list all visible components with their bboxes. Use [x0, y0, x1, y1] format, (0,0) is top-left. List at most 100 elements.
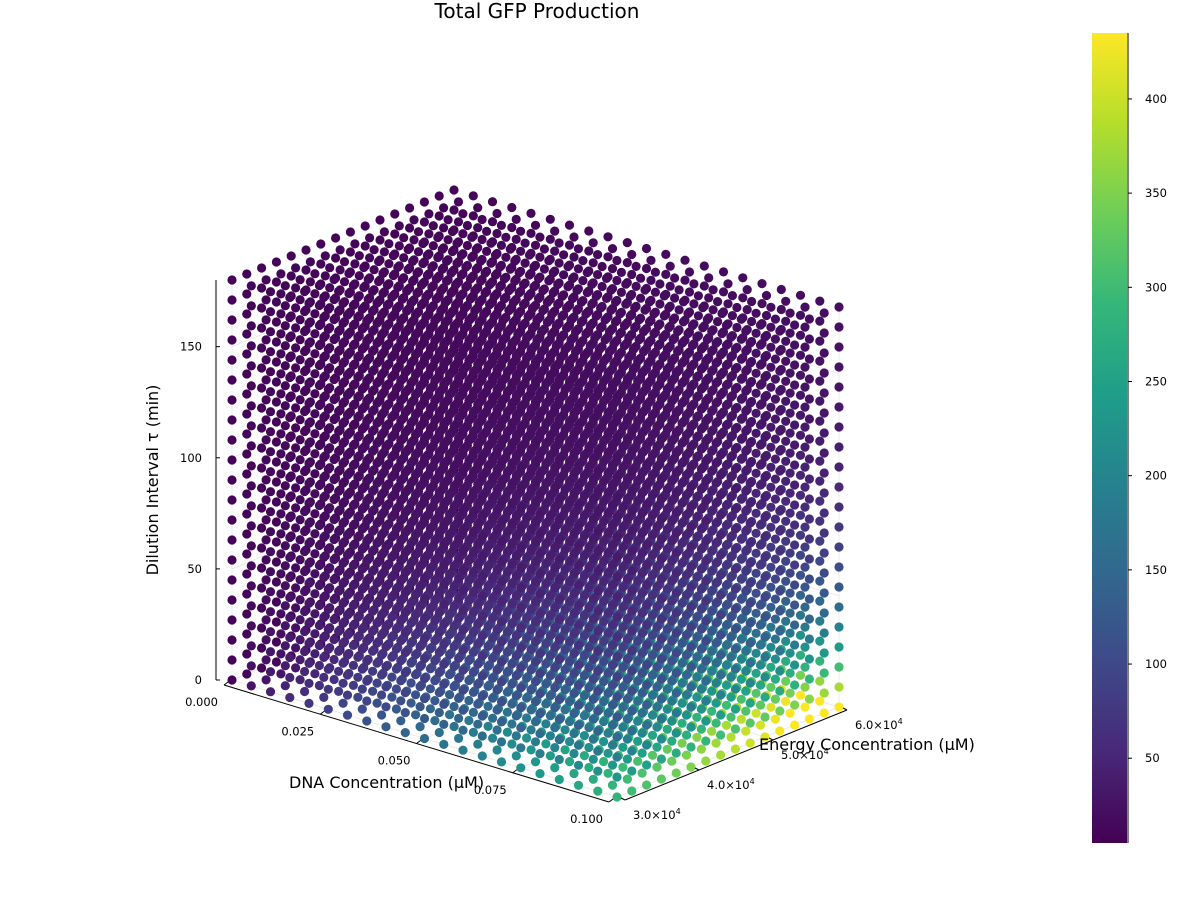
scatter-point [755, 540, 766, 550]
scatter-point [329, 314, 339, 325]
scatter-point [384, 239, 394, 249]
scatter-point [770, 434, 781, 444]
scatter-point [242, 549, 252, 559]
scatter-point [804, 354, 815, 364]
scatter-point [755, 640, 766, 650]
scatter-point [368, 386, 378, 396]
scatter-point [834, 482, 844, 492]
scatter-point [310, 469, 320, 479]
scatter-point [329, 454, 339, 465]
scatter-point [819, 648, 829, 658]
scatter-point [781, 476, 791, 486]
scatter-point [295, 455, 305, 465]
scatter-point [291, 443, 301, 453]
scatter-point [372, 618, 382, 628]
scatter-point [310, 429, 320, 439]
scatter-point [507, 202, 517, 213]
scatter-point [319, 452, 329, 462]
scatter-point [815, 616, 825, 626]
scatter-point [815, 456, 825, 466]
scatter-point [300, 546, 310, 557]
scatter-point [387, 672, 397, 682]
scatter-point [406, 698, 416, 708]
scatter-point [800, 302, 810, 312]
scatter-point [257, 443, 267, 453]
scatter-point [338, 618, 348, 628]
scatter-point [721, 680, 732, 690]
scatter-point [285, 632, 295, 643]
scatter-point [627, 249, 637, 260]
scatter-point [353, 692, 363, 702]
scatter-point [819, 348, 829, 358]
scatter-point [335, 245, 345, 255]
scatter-point [387, 572, 397, 582]
scatter-point [708, 305, 718, 315]
scatter-point [261, 415, 271, 425]
scatter-point [766, 422, 776, 432]
scatter-point [800, 462, 810, 472]
scatter-point [314, 500, 324, 511]
scatter-point [755, 360, 766, 370]
scatter-point [329, 534, 339, 545]
scatter-point [459, 324, 469, 334]
scatter-point [257, 603, 267, 613]
scatter-point [357, 604, 367, 614]
scatter-point [721, 360, 732, 370]
scatter-point [257, 563, 267, 573]
scatter-point [601, 293, 612, 303]
scatter-point [804, 654, 815, 664]
scatter-point [553, 279, 563, 290]
scatter-point [440, 298, 450, 308]
scatter-point [353, 392, 363, 402]
scatter-point [593, 250, 603, 260]
scatter-point [578, 276, 588, 286]
scatter-point [800, 482, 810, 492]
scatter-point [815, 376, 825, 386]
scatter-point [804, 614, 815, 624]
scatter-point [271, 337, 281, 347]
scatter-point [510, 256, 520, 266]
scatter-point [781, 416, 791, 426]
scatter-point [372, 538, 382, 548]
scatter-point [644, 297, 655, 307]
scatter-point [785, 588, 795, 598]
scatter-point [300, 446, 310, 457]
scatter-point [757, 299, 767, 309]
scatter-point [572, 305, 582, 315]
scatter-point [815, 296, 825, 306]
scatter-point [375, 215, 385, 225]
scatter-point [452, 238, 462, 248]
scatter-point [781, 456, 791, 466]
scatter-point [348, 340, 358, 350]
scatter-point [800, 662, 810, 672]
scatter-point [473, 203, 483, 213]
scatter-point [314, 300, 324, 311]
scatter-point [819, 308, 829, 318]
scatter-point [280, 341, 290, 351]
scatter-point [348, 680, 358, 691]
scatter-point [242, 569, 252, 579]
scatter-point [246, 441, 256, 451]
scatter-point [334, 406, 344, 416]
scatter-point [443, 235, 453, 245]
scatter-point [338, 438, 348, 448]
scatter-point [406, 598, 416, 608]
scatter-point [770, 414, 781, 424]
scatter-point [834, 462, 844, 472]
scatter-point [508, 297, 518, 308]
scatter-point [304, 398, 314, 408]
scatter-point [742, 305, 752, 315]
scatter-point [834, 642, 844, 652]
scatter-point [319, 352, 329, 362]
scatter-point [265, 587, 276, 597]
scatter-point [285, 512, 295, 523]
scatter-point [372, 678, 382, 688]
scatter-point [329, 614, 339, 625]
scatter-point [470, 286, 480, 296]
scatter-point [227, 355, 237, 365]
scatter-point [368, 466, 378, 476]
scatter-point [304, 618, 314, 629]
scatter-point [227, 675, 237, 685]
scatter-point [425, 644, 435, 654]
scatter-point [261, 615, 271, 625]
